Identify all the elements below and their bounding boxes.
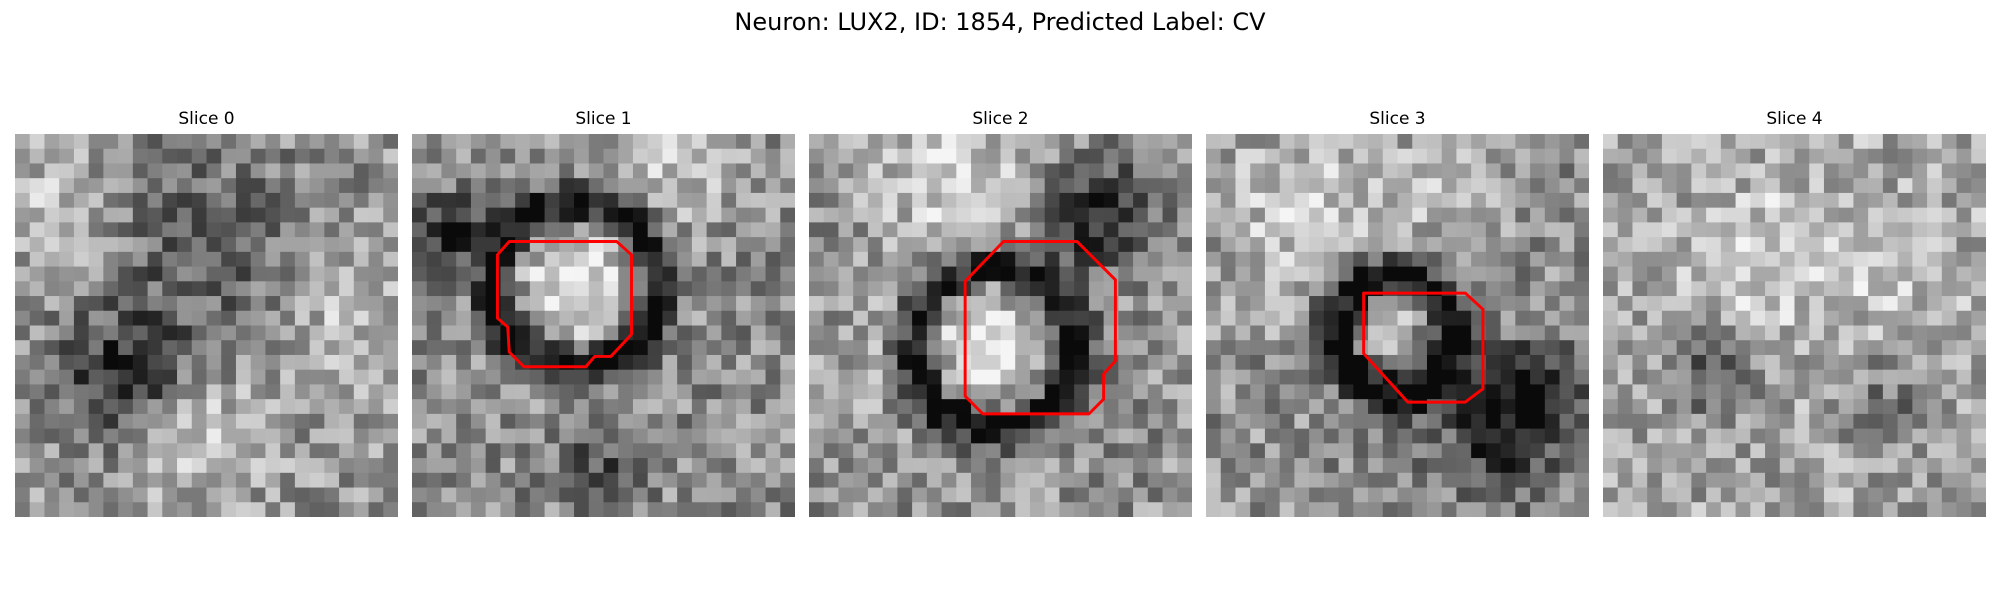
slice-image-4 bbox=[1603, 134, 1986, 517]
figure-title: Neuron: LUX2, ID: 1854, Predicted Label:… bbox=[734, 8, 1266, 36]
slice-title-1: Slice 1 bbox=[575, 109, 632, 129]
slice-title-4: Slice 4 bbox=[1766, 109, 1823, 129]
slice-panel-2: Slice 2 bbox=[809, 108, 1192, 517]
slice-panel-3: Slice 3 bbox=[1206, 108, 1589, 517]
slice-panel-1: Slice 1 bbox=[412, 108, 795, 517]
slice-panel-0: Slice 0 bbox=[15, 108, 398, 517]
slice-title-3: Slice 3 bbox=[1369, 109, 1426, 129]
roi-contour bbox=[495, 240, 633, 369]
roi-contour bbox=[1362, 291, 1485, 404]
slice-image-3 bbox=[1206, 134, 1589, 517]
roi-contour bbox=[963, 240, 1117, 416]
slice-title-2: Slice 2 bbox=[972, 109, 1029, 129]
slice-panel-4: Slice 4 bbox=[1603, 108, 1986, 517]
slice-image-0 bbox=[15, 134, 398, 517]
slice-image-1 bbox=[412, 134, 795, 517]
slice-title-0: Slice 0 bbox=[178, 109, 235, 129]
slice-image-2 bbox=[809, 134, 1192, 517]
